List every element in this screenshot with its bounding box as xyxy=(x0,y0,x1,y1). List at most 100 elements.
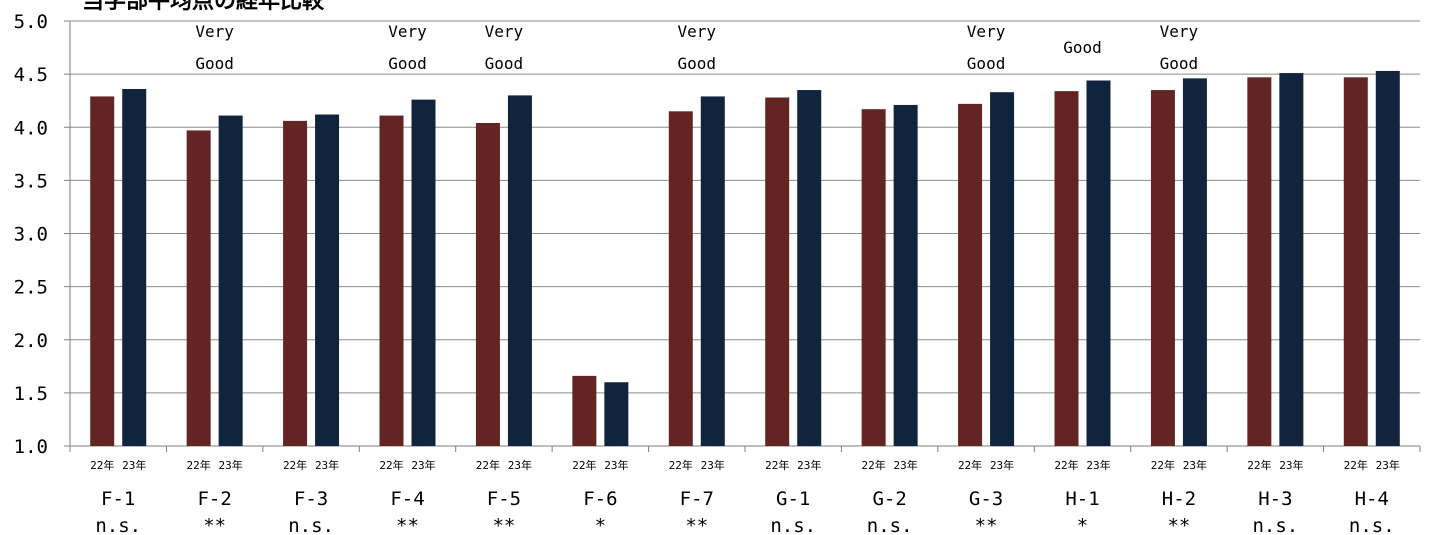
significance-label: ** xyxy=(492,515,515,535)
bar-year-label: 22年 xyxy=(1247,458,1271,472)
bar-year-label: 23年 xyxy=(797,458,821,472)
bar-22年-F-5 xyxy=(475,123,500,446)
rating-annotations: Very Good Very Good Very Good Very Good Very Good… xyxy=(195,22,1198,73)
bar-year-label: 23年 xyxy=(990,458,1014,472)
bar-23年-H-1 xyxy=(1086,80,1111,446)
bar-23年-F-4 xyxy=(411,99,436,446)
rating-label: Good xyxy=(678,54,717,73)
category-label: F-2 xyxy=(197,488,231,510)
category-label: H-4 xyxy=(1355,488,1389,510)
y-axis: 1.0 1.5 2.0 2.5 3.0 3.5 4.0 4.5 5.0 xyxy=(14,11,71,458)
bar-year-label: 23年 xyxy=(508,458,532,472)
rating-label: Good xyxy=(388,54,427,73)
significance-label: n.s. xyxy=(1252,515,1298,535)
bar-year-label: 22年 xyxy=(476,458,500,472)
bar-23年-G-3 xyxy=(990,92,1015,446)
bar-23年-F-2 xyxy=(218,115,243,446)
bar-22年-F-6 xyxy=(572,375,597,446)
bar-23年-F-3 xyxy=(315,114,340,446)
category-label: G-2 xyxy=(872,488,906,510)
rating-label: Very xyxy=(388,22,427,41)
bar-year-label: 23年 xyxy=(1376,458,1400,472)
y-tick-label: 5.0 xyxy=(14,11,48,33)
bar-year-label: 22年 xyxy=(765,458,789,472)
bar-year-label: 22年 xyxy=(90,458,114,472)
rating-label: Very xyxy=(967,22,1006,41)
bar-year-label: 23年 xyxy=(219,458,243,472)
bar-22年-H-1 xyxy=(1054,91,1079,446)
bar-23年-F-1 xyxy=(122,89,147,446)
bar-year-label: 23年 xyxy=(315,458,339,472)
bar-year-label: 22年 xyxy=(187,458,211,472)
bar-year-label: 22年 xyxy=(669,458,693,472)
rating-label: Good xyxy=(1063,38,1102,57)
bar-year-label: 23年 xyxy=(1183,458,1207,472)
bar-22年-H-4 xyxy=(1343,77,1368,446)
rating-label: Good xyxy=(485,54,524,73)
significance-label: * xyxy=(595,515,606,535)
significance-label: ** xyxy=(203,515,226,535)
category-label: H-1 xyxy=(1065,488,1099,510)
significance-label: ** xyxy=(975,515,998,535)
bar-year-label: 23年 xyxy=(894,458,918,472)
significance-label: n.s. xyxy=(288,515,334,535)
category-label: G-1 xyxy=(776,488,810,510)
rating-label: Good xyxy=(195,54,234,73)
bar-22年-F-3 xyxy=(283,120,308,446)
y-tick-label: 2.5 xyxy=(14,277,48,299)
y-tick-label: 2.0 xyxy=(14,330,48,352)
rating-label: Good xyxy=(967,54,1006,73)
rating-label: Very xyxy=(1160,22,1199,41)
significance-label: n.s. xyxy=(770,515,816,535)
bar-year-label: 22年 xyxy=(1344,458,1368,472)
chart-title: 当学部平均点の経年比較 xyxy=(82,0,325,14)
category-label: F-6 xyxy=(583,488,617,510)
bar-22年-F-7 xyxy=(668,111,693,446)
category-label: F-3 xyxy=(294,488,328,510)
bar-year-label: 22年 xyxy=(1151,458,1175,472)
bar-23年-F-7 xyxy=(700,96,725,446)
bar-22年-F-2 xyxy=(186,130,211,446)
rating-label: Very xyxy=(485,22,524,41)
bar-year-label: 22年 xyxy=(958,458,982,472)
grid-lines xyxy=(70,20,1420,447)
bar-year-label: 23年 xyxy=(411,458,435,472)
bar-year-label: 22年 xyxy=(283,458,307,472)
bar-year-label: 22年 xyxy=(572,458,596,472)
bars xyxy=(90,70,1400,446)
bar-23年-H-3 xyxy=(1279,73,1304,446)
y-tick-label: 1.0 xyxy=(14,436,48,458)
bar-year-label: 23年 xyxy=(1086,458,1110,472)
significance-label: n.s. xyxy=(1349,515,1395,535)
bar-year-label: 23年 xyxy=(1279,458,1303,472)
bar-year-label: 23年 xyxy=(604,458,628,472)
bar-22年-F-4 xyxy=(379,115,404,446)
category-label: F-5 xyxy=(487,488,521,510)
rating-label: Very xyxy=(195,22,234,41)
y-tick-label: 3.5 xyxy=(14,170,48,192)
bar-23年-G-1 xyxy=(797,90,822,446)
bar-23年-F-6 xyxy=(604,382,629,446)
significance-label: ** xyxy=(396,515,419,535)
category-label: H-3 xyxy=(1258,488,1292,510)
y-tick-label: 4.5 xyxy=(14,64,48,86)
significance-label: ** xyxy=(1167,515,1190,535)
bar-22年-G-3 xyxy=(958,103,983,446)
bar-year-label: 22年 xyxy=(1054,458,1078,472)
significance-label: n.s. xyxy=(95,515,141,535)
bar-23年-H-2 xyxy=(1182,78,1207,446)
bar-22年-H-3 xyxy=(1247,77,1272,446)
bar-22年-G-2 xyxy=(861,109,886,446)
category-label: F-4 xyxy=(390,488,424,510)
y-tick-label: 4.0 xyxy=(14,117,48,139)
bar-year-label: 23年 xyxy=(701,458,725,472)
bar-year-label: 23年 xyxy=(122,458,146,472)
y-tick-label: 3.0 xyxy=(14,224,48,246)
rating-label: Very xyxy=(678,22,717,41)
bar-22年-H-2 xyxy=(1150,90,1175,446)
category-label: H-2 xyxy=(1162,488,1196,510)
bar-23年-H-4 xyxy=(1375,70,1400,446)
bar-year-label: 22年 xyxy=(379,458,403,472)
